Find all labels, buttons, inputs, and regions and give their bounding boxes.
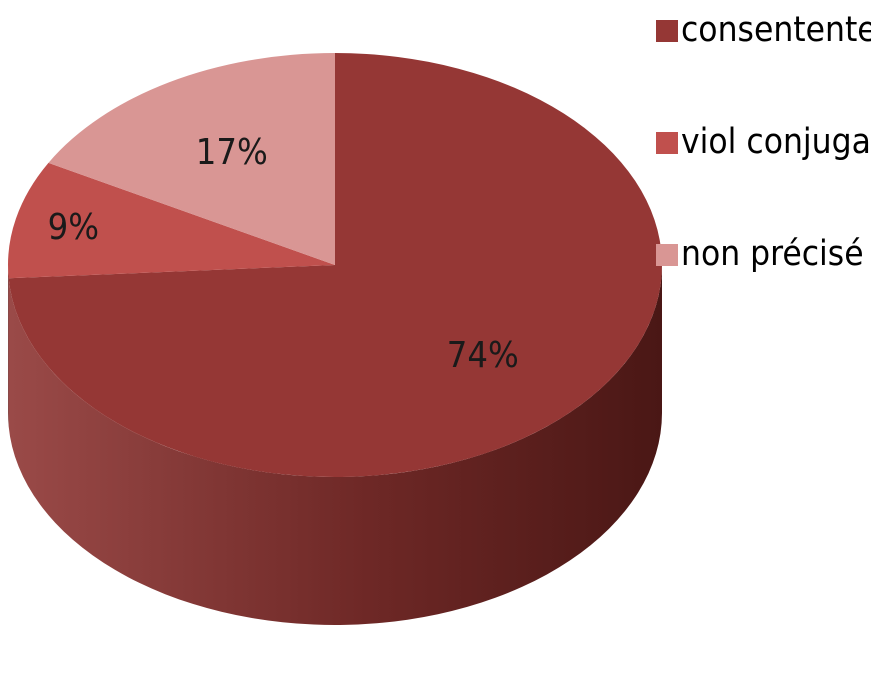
legend: consentente viol conjugal non précisé	[656, 10, 871, 274]
legend-label: consentente	[681, 10, 871, 50]
slice-side-consentente	[8, 265, 662, 625]
slice-consentente	[8, 53, 662, 478]
legend-swatch	[656, 132, 678, 154]
data-label: 17%	[196, 132, 268, 173]
slice-non-précisé	[48, 53, 335, 265]
data-labels: 74% 9% 17%	[48, 132, 519, 376]
data-label: 74%	[447, 335, 519, 376]
legend-label: non précisé	[681, 234, 864, 274]
legend-swatch	[656, 20, 678, 42]
slice-side-viol-conjugal	[8, 265, 9, 427]
pie-sides	[8, 265, 662, 625]
slice-viol-conjugal	[8, 162, 336, 279]
pie-slices	[8, 53, 662, 478]
data-label: 9%	[48, 207, 99, 248]
legend-label: viol conjugal	[681, 122, 871, 162]
legend-swatch	[656, 244, 678, 266]
